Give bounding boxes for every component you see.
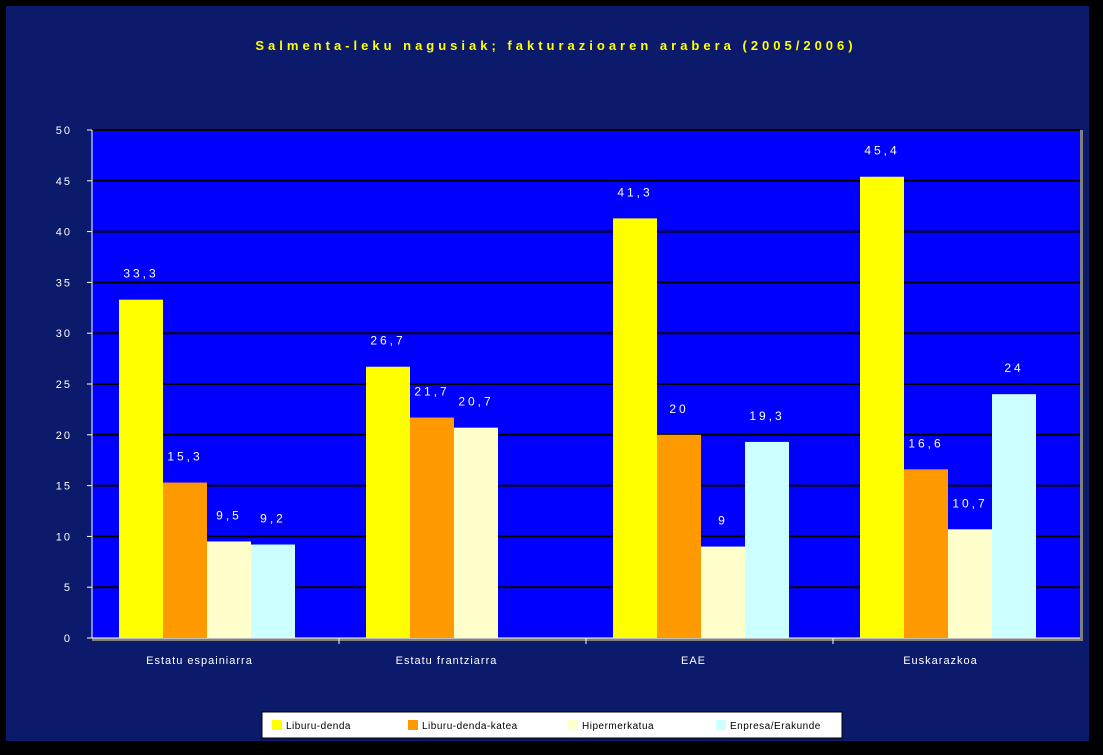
bar	[366, 366, 410, 638]
data-label: 41,3	[617, 185, 652, 199]
bar	[410, 417, 454, 638]
legend-label: Liburu-denda-katea	[422, 721, 518, 732]
y-tick-label: 50	[56, 125, 72, 137]
x-tick-label: Euskarazkoa	[903, 655, 978, 667]
bar	[860, 176, 904, 638]
data-label: 20,7	[458, 395, 493, 409]
data-label: 20	[669, 402, 688, 416]
bar	[207, 541, 251, 638]
bar	[657, 434, 701, 638]
data-label: 19,3	[749, 409, 784, 423]
legend-label: Liburu-denda	[286, 721, 351, 732]
data-label: 10,7	[952, 496, 987, 510]
y-tick-label: 35	[56, 277, 72, 289]
legend-swatch	[408, 720, 418, 730]
legend-box	[261, 711, 843, 739]
legend-label: Enpresa/Erakunde	[730, 721, 821, 732]
data-label: 33,3	[123, 267, 158, 281]
data-label: 16,6	[908, 436, 943, 450]
bar	[904, 469, 948, 638]
data-label: 26,7	[370, 334, 405, 348]
x-tick-label: Estatu espainiarra	[146, 655, 253, 667]
y-tick-label: 5	[64, 582, 72, 594]
plot-side-wall	[1080, 130, 1083, 641]
data-label: 15,3	[167, 450, 202, 464]
data-label: 21,7	[414, 385, 449, 399]
y-tick-label: 10	[56, 531, 72, 543]
bar	[163, 482, 207, 638]
y-tick-label: 30	[56, 328, 72, 340]
bar	[701, 546, 745, 638]
bar	[745, 441, 789, 638]
chart-title: Salmenta-leku nagusiak; fakturazioaren a…	[255, 38, 856, 53]
y-tick-label: 25	[56, 379, 72, 391]
y-tick-label: 45	[56, 176, 72, 188]
bar	[992, 394, 1036, 638]
data-label: 24	[1004, 361, 1023, 375]
legend-swatch	[568, 720, 578, 730]
data-label: 9,2	[260, 512, 286, 526]
plot-area: 0 5 10 15 20 25 30 35 40 45 50 33,3 15,3 9,5 9,2 Estatu…	[56, 125, 1083, 667]
x-tick-label: EAE	[681, 655, 706, 667]
plot-floor	[92, 638, 1083, 641]
legend: Liburu-denda Liburu-denda-katea Hipermerka…	[261, 711, 843, 739]
data-label: 45,4	[864, 144, 899, 158]
legend-label: Hipermerkatua	[582, 721, 654, 732]
x-tick-label: Estatu frantziarra	[396, 655, 498, 667]
y-tick-label: 20	[56, 430, 72, 442]
legend-swatch	[716, 720, 726, 730]
y-tick-label: 0	[64, 633, 72, 645]
bar	[613, 218, 657, 638]
legend-swatch	[272, 720, 282, 730]
bar	[454, 427, 498, 638]
bar	[948, 529, 992, 638]
data-label: 9	[718, 514, 728, 528]
bar	[251, 544, 295, 638]
data-label: 9,5	[216, 508, 242, 522]
y-tick-label: 15	[56, 481, 72, 493]
y-tick-label: 40	[56, 227, 72, 239]
bar	[119, 299, 163, 638]
